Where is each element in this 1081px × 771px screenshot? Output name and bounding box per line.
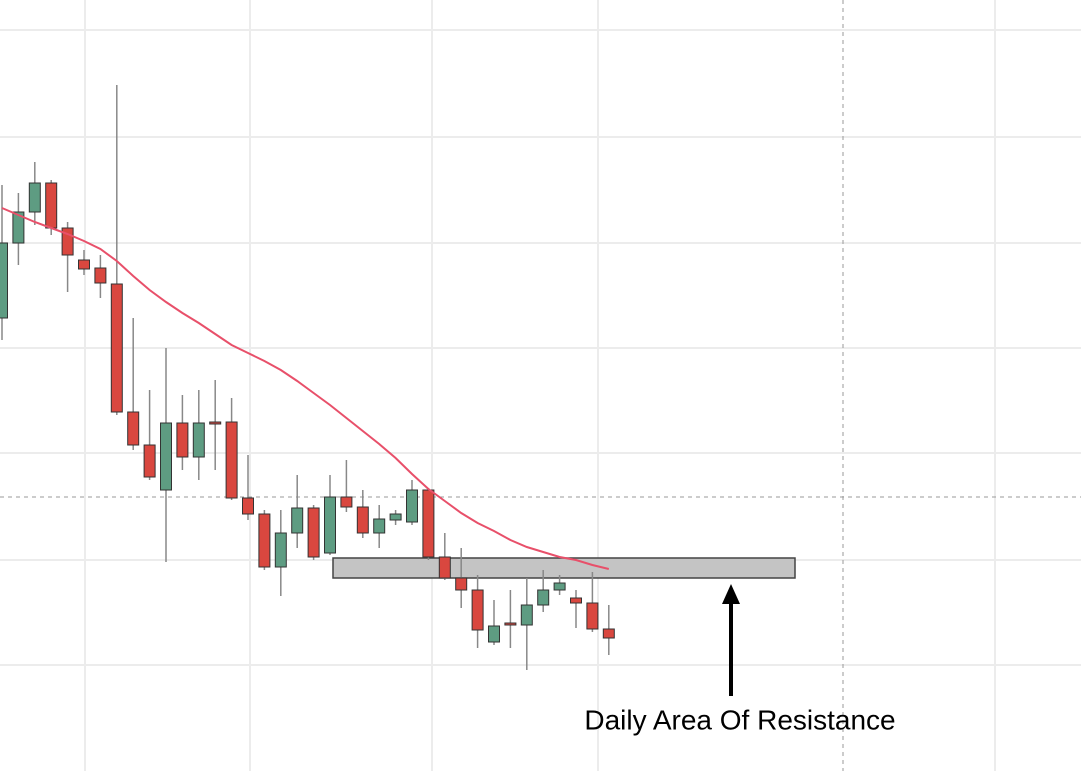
candle-body bbox=[28, 182, 41, 213]
candle-body bbox=[143, 444, 156, 478]
candle-body bbox=[0, 242, 8, 319]
candle-body bbox=[192, 422, 205, 458]
candle-body bbox=[258, 513, 271, 568]
candle-body bbox=[422, 489, 435, 558]
candle-body bbox=[225, 421, 238, 499]
candle-body bbox=[160, 422, 172, 491]
candle-body bbox=[356, 506, 369, 534]
candle-body bbox=[242, 497, 254, 515]
candle-body bbox=[504, 622, 517, 626]
candle-body bbox=[471, 589, 484, 631]
candle-body bbox=[94, 267, 107, 284]
candle-body bbox=[340, 496, 353, 508]
candle-body bbox=[324, 496, 336, 554]
candle-body bbox=[537, 589, 550, 606]
candle-body bbox=[45, 182, 58, 229]
candle-body bbox=[553, 582, 566, 591]
candle-body bbox=[586, 602, 599, 630]
candle-body bbox=[274, 532, 287, 568]
candle-body bbox=[455, 577, 468, 591]
moving-average-line bbox=[1, 207, 610, 570]
candle-body bbox=[78, 259, 90, 270]
candle-body bbox=[127, 411, 140, 446]
candle-body bbox=[570, 597, 582, 604]
resistance-zone bbox=[332, 557, 796, 579]
candle-body bbox=[406, 489, 418, 523]
candle-body bbox=[520, 604, 533, 626]
candle-body bbox=[373, 518, 386, 534]
candle-body bbox=[176, 422, 189, 458]
candle-body bbox=[110, 283, 123, 413]
candle-body bbox=[488, 625, 500, 643]
annotation: Daily Area Of Resistance bbox=[584, 704, 895, 735]
plot bbox=[0, 85, 796, 670]
arrow-head bbox=[722, 584, 740, 604]
candle-body bbox=[291, 507, 304, 534]
candle-body bbox=[61, 227, 74, 256]
candle-body bbox=[12, 211, 25, 244]
candle-body bbox=[438, 556, 451, 579]
annotation-arrow bbox=[722, 584, 740, 696]
candle-body bbox=[307, 507, 320, 558]
candle-body bbox=[209, 421, 222, 425]
candle-body bbox=[602, 628, 615, 639]
candle-body bbox=[389, 513, 402, 521]
